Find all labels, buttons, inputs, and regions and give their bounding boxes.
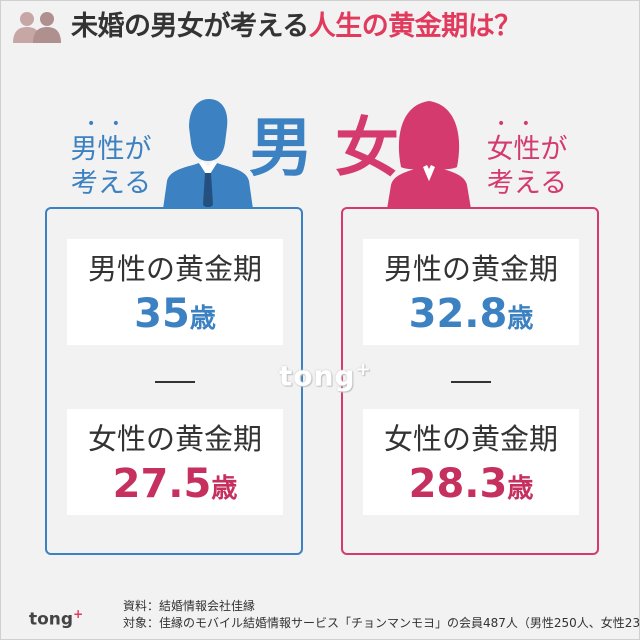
logo-plus: + — [73, 607, 84, 621]
watermark-plus: + — [355, 359, 372, 380]
female-view-male-prime-card: 男性の黄金期 32.8歳 — [363, 239, 579, 345]
value-unit: 歳 — [189, 304, 216, 334]
value-unit: 歳 — [507, 304, 534, 334]
panel-divider — [155, 381, 195, 383]
female-side-label-line2: 考える — [486, 168, 568, 199]
male-view-female-prime-value: 27.5歳 — [67, 461, 283, 515]
two-people-icon — [13, 12, 61, 43]
female-emphasis-dots: • • — [497, 116, 536, 132]
male-side-label: 男性が 考える — [63, 133, 159, 201]
male-view-male-prime-label: 男性の黄金期 — [87, 252, 262, 286]
female-view-male-prime-value: 32.8歳 — [363, 291, 579, 345]
male-view-female-prime-card: 女性の黄金期 27.5歳 — [67, 409, 283, 515]
female-side-label: 女性が 考える — [477, 133, 577, 201]
male-opinion-panel: 男性の黄金期 35歳 女性の黄金期 27.5歳 — [45, 207, 303, 555]
watermark-logo: tong+ — [279, 359, 372, 392]
value-number: 32.8 — [408, 291, 508, 337]
page-title: 未婚の男女が考える人生の黄金期は？ — [71, 7, 521, 47]
title-part-dark: 未婚の男女が考える — [71, 11, 309, 42]
value-unit: 歳 — [211, 474, 238, 504]
male-side-label-line1: 男性が — [70, 134, 152, 165]
title-part-accent: 人生の黄金期は？ — [308, 11, 522, 42]
businesswoman-silhouette-icon — [387, 101, 471, 209]
value-unit: 歳 — [507, 474, 534, 504]
logo-text: tong — [29, 609, 74, 630]
value-number: 35 — [134, 291, 190, 337]
male-view-male-prime-value: 35歳 — [67, 291, 283, 345]
female-big-kanji: 女 — [335, 112, 399, 186]
watermark-text: tong — [279, 359, 356, 393]
panel-divider — [451, 381, 491, 383]
male-view-female-prime-label: 女性の黄金期 — [87, 422, 262, 456]
male-emphasis-dots: • • — [87, 116, 126, 132]
brand-logo: tong+ — [29, 607, 83, 630]
value-number: 27.5 — [112, 461, 212, 507]
female-opinion-panel: 男性の黄金期 32.8歳 女性の黄金期 28.3歳 — [341, 207, 599, 555]
subject-note: 対象：佳縁のモバイル結婚情報サービス「チョンマンモヨ」の会員487人（男性250… — [123, 616, 640, 630]
female-view-female-prime-card: 女性の黄金期 28.3歳 — [363, 409, 579, 515]
female-view-female-prime-label: 女性の黄金期 — [383, 422, 558, 456]
female-view-female-prime-value: 28.3歳 — [363, 461, 579, 515]
male-side-label-line2: 考える — [70, 168, 152, 199]
source-note: 資料：結婚情報会社佳縁 — [123, 599, 256, 613]
businessman-silhouette-icon — [163, 99, 253, 209]
female-view-male-prime-label: 男性の黄金期 — [383, 252, 558, 286]
value-number: 28.3 — [408, 461, 508, 507]
female-side-label-line1: 女性が — [486, 134, 568, 165]
male-view-male-prime-card: 男性の黄金期 35歳 — [67, 239, 283, 345]
male-big-kanji: 男 — [249, 112, 313, 186]
